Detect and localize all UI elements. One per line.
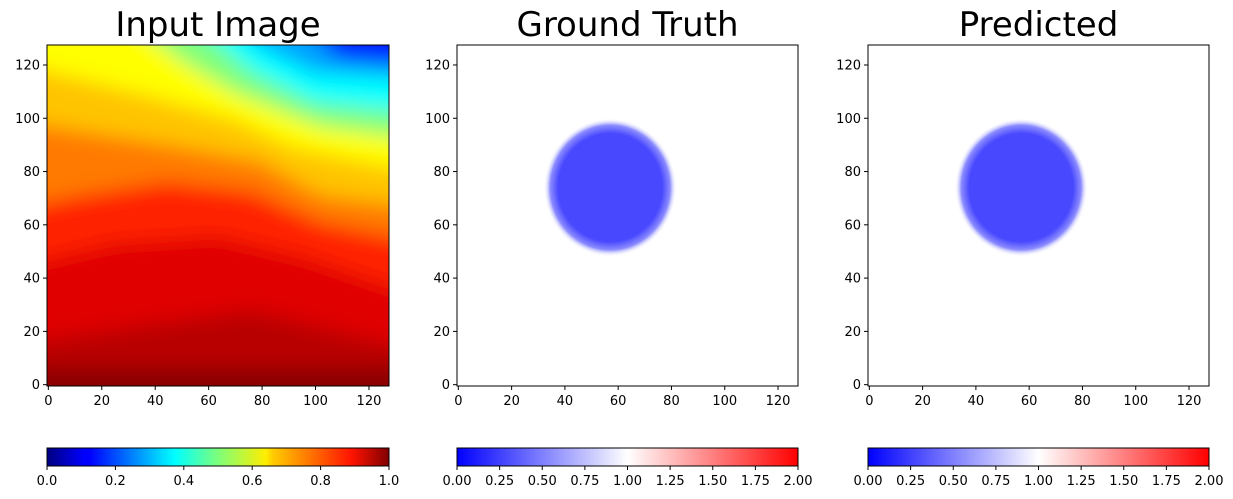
colorbar: 0.0 0.2 0.4 0.6 0.8 1.0: [37, 447, 400, 489]
x-tick-label: 20: [503, 394, 520, 409]
colorbar-tick-label: 1.00: [613, 474, 642, 489]
x-tick-label: 80: [254, 394, 271, 409]
y-tick-label: 100: [15, 112, 40, 127]
axes-frame: [456, 44, 799, 387]
x-tick-label: 100: [712, 394, 737, 409]
colorbar-tick-label: 0.00: [854, 474, 883, 489]
y-tick-label: 80: [844, 165, 861, 180]
y-tick-label: 60: [23, 218, 40, 233]
colorbar-tick-label: 1.75: [1152, 474, 1181, 489]
panel-3: Predicted 0 20 40 60 80 100 120 0 20 40 60 80 100 120 0…: [836, 5, 1223, 489]
y-tick-label: 100: [425, 112, 450, 127]
colorbar-tick-label: 0.25: [896, 474, 925, 489]
colorbar-tick-label: 0.2: [105, 474, 126, 489]
y-tick-label: 120: [15, 58, 40, 73]
colorbar-tick-label: 0.50: [939, 474, 968, 489]
colorbar-tick-label: 0.4: [173, 474, 194, 489]
y-tick-label: 60: [844, 218, 861, 233]
x-tick-label: 60: [200, 394, 217, 409]
colorbar: 0.00 0.25 0.50 0.75 1.00 1.25 1.50 1.75 2.00: [443, 447, 813, 489]
colorbar-tick-label: 0.8: [310, 474, 331, 489]
panel-1: Input Image 0 20 40 60 80 100 120 0 20 40 60 80 100 12…: [15, 5, 400, 489]
colorbar-tick-label: 0.25: [485, 474, 514, 489]
y-tick-label: 0: [442, 378, 450, 393]
heatmap-image: [47, 45, 389, 386]
colorbar-tick-label: 0.6: [242, 474, 263, 489]
y-tick-label: 100: [836, 112, 861, 127]
colorbar-tick-label: 2.00: [784, 474, 813, 489]
x-tick-label: 80: [663, 394, 680, 409]
chart-title: Predicted: [959, 5, 1119, 45]
x-tick-label: 0: [454, 394, 462, 409]
colorbar-tick-label: 2.00: [1195, 474, 1224, 489]
chart-title: Input Image: [115, 5, 320, 45]
colorbar-tick-label: 0.00: [443, 474, 472, 489]
x-tick-label: 60: [1021, 394, 1038, 409]
y-tick-label: 40: [844, 272, 861, 287]
x-tick-label: 20: [914, 394, 931, 409]
y-tick-label: 120: [836, 58, 861, 73]
y-tick-label: 20: [23, 325, 40, 340]
x-tick-label: 20: [94, 394, 111, 409]
colorbar-tick-label: 1.0: [379, 474, 400, 489]
chart-title: Ground Truth: [516, 5, 738, 45]
y-tick-label: 40: [23, 272, 40, 287]
x-tick-label: 80: [1074, 394, 1091, 409]
colorbar-tick-label: 0.50: [528, 474, 557, 489]
heatmap-image: [868, 45, 1209, 386]
colorbar-tick-label: 0.75: [981, 474, 1010, 489]
x-tick-label: 40: [147, 394, 164, 409]
colorbar-tick-label: 1.25: [656, 474, 685, 489]
heatmap-field: [47, 45, 389, 369]
colorbar-tick-label: 1.50: [1109, 474, 1138, 489]
x-tick-label: 0: [44, 394, 52, 409]
panel-2: Ground Truth 0 20 40 60 80 100 120 0 20 40 60 80 100 1…: [425, 5, 812, 489]
x-tick-label: 0: [865, 394, 873, 409]
y-tick-label: 60: [433, 218, 450, 233]
axes-frame: [867, 44, 1210, 387]
y-tick-label: 0: [853, 378, 861, 393]
colorbar-tick-label: 1.75: [741, 474, 770, 489]
x-tick-label: 120: [766, 394, 791, 409]
heatmap-image: [457, 45, 798, 386]
x-tick-label: 100: [303, 394, 328, 409]
y-tick-label: 80: [23, 165, 40, 180]
y-tick-label: 0: [32, 378, 40, 393]
colorbar-tick-label: 1.50: [698, 474, 727, 489]
colorbar-bar: [456, 447, 799, 467]
colorbar-tick-label: 1.00: [1024, 474, 1053, 489]
x-tick-label: 120: [1177, 394, 1202, 409]
colorbar-bar: [46, 447, 390, 467]
colorbar-tick-label: 0.75: [570, 474, 599, 489]
axes-frame: [46, 44, 390, 387]
colorbar-tick-label: 0.0: [37, 474, 58, 489]
colorbar-tick-label: 1.25: [1067, 474, 1096, 489]
colorbar-bar: [867, 447, 1210, 467]
y-tick-label: 20: [433, 325, 450, 340]
y-tick-label: 80: [433, 165, 450, 180]
y-tick-label: 40: [433, 272, 450, 287]
x-tick-label: 40: [557, 394, 574, 409]
heatmap-band: [324, 45, 389, 63]
colorbar: 0.00 0.25 0.50 0.75 1.00 1.25 1.50 1.75 2.00: [854, 447, 1224, 489]
blob: [954, 118, 1088, 257]
blob: [543, 118, 677, 257]
x-tick-label: 120: [357, 394, 382, 409]
x-tick-label: 60: [610, 394, 627, 409]
x-tick-label: 40: [968, 394, 985, 409]
x-tick-label: 100: [1123, 394, 1148, 409]
y-tick-label: 120: [425, 58, 450, 73]
y-tick-label: 20: [844, 325, 861, 340]
